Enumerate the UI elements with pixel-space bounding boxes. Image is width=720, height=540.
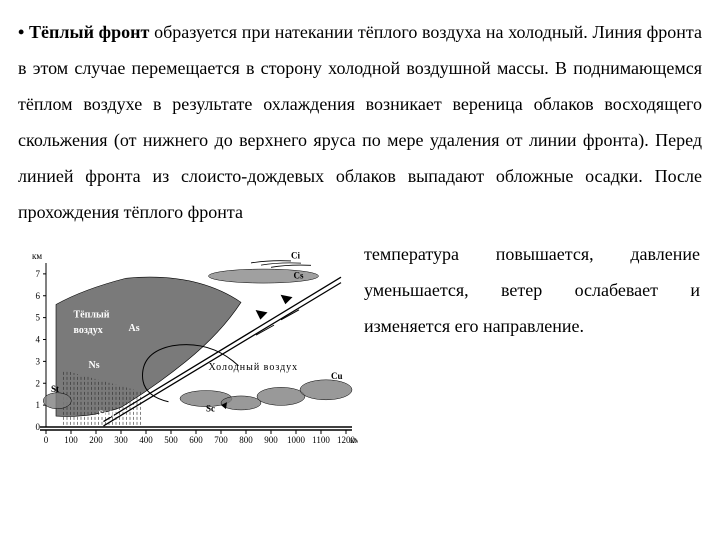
svg-text:St: St [51,384,59,394]
side-paragraph: температура повышается, давление уменьша… [364,232,702,344]
svg-text:5: 5 [36,313,41,323]
svg-text:St fr.: St fr. [99,409,118,419]
svg-text:Cs: Cs [294,270,304,280]
page: • Тёплый фронт образуется при натекании … [0,0,720,467]
svg-text:2: 2 [36,378,41,388]
svg-text:700: 700 [214,435,228,445]
svg-text:As: As [129,323,140,334]
svg-text:0: 0 [36,422,41,432]
main-paragraph: • Тёплый фронт образуется при натекании … [18,14,702,230]
svg-text:Sc: Sc [206,404,215,414]
svg-text:300: 300 [114,435,128,445]
lower-row: 0 1 2 3 4 5 6 7 км 0 100 200 300 400 500 600 700 800 900 10… [18,232,702,457]
svg-text:1: 1 [36,400,41,410]
svg-text:3: 3 [36,356,41,366]
svg-text:Ci: Ci [291,251,300,261]
svg-text:1000: 1000 [287,435,306,445]
svg-text:6: 6 [36,291,41,301]
svg-text:Ns: Ns [89,360,100,371]
svg-text:км: км [32,251,42,261]
svg-text:Холодный воздух: Холодный воздух [209,362,299,373]
svg-text:0: 0 [44,435,49,445]
svg-text:400: 400 [139,435,153,445]
svg-text:1100: 1100 [312,435,330,445]
svg-text:900: 900 [264,435,278,445]
svg-text:воздух: воздух [74,325,103,336]
svg-text:4: 4 [36,335,41,345]
svg-text:100: 100 [64,435,78,445]
svg-text:Тёплый: Тёплый [74,310,110,321]
warm-front-diagram: 0 1 2 3 4 5 6 7 км 0 100 200 300 400 500 600 700 800 900 10… [18,232,358,457]
svg-text:600: 600 [189,435,203,445]
body-text: образуется при натекании тёплого воздуха… [18,22,702,222]
bullet: • [18,22,29,42]
svg-text:200: 200 [89,435,103,445]
svg-text:Cu: Cu [331,371,343,381]
svg-text:км: км [350,435,358,445]
diagram-svg: 0 1 2 3 4 5 6 7 км 0 100 200 300 400 500 600 700 800 900 10… [18,232,358,457]
svg-text:7: 7 [36,269,41,279]
term: Тёплый фронт [29,22,149,42]
svg-text:800: 800 [239,435,253,445]
svg-text:500: 500 [164,435,178,445]
